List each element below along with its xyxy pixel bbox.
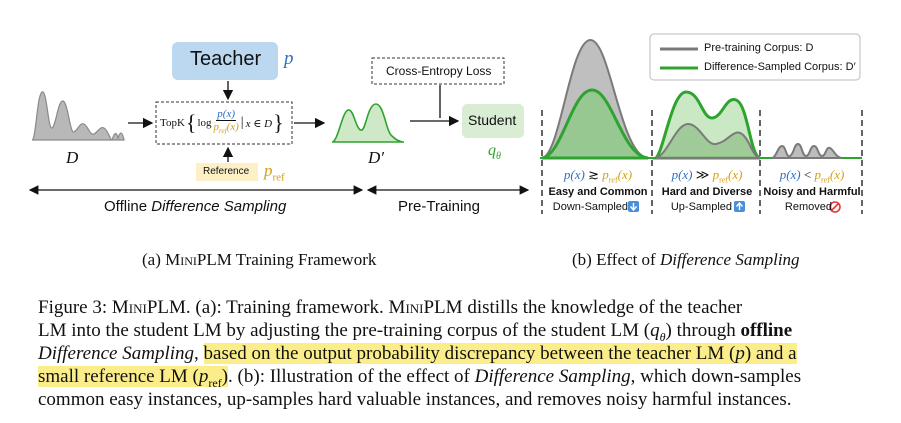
region-title-hard: Hard and Diverse bbox=[661, 186, 753, 198]
cross-entropy-label: Cross-Entropy Loss bbox=[386, 64, 492, 78]
sampled-corpus-label: D′ bbox=[368, 148, 384, 167]
teacher-label: Teacher bbox=[190, 48, 262, 70]
formula-log: log bbox=[197, 117, 212, 129]
region-title-noisy: Noisy and Harmful bbox=[763, 186, 861, 198]
topk-formula: TopK { log p(x) pref(x) | x ∈ D } bbox=[160, 108, 284, 136]
relation-hard: p(x) ≫ pref(x) bbox=[671, 167, 743, 185]
relation-noisy: p(x) < pref(x) bbox=[779, 167, 845, 185]
formula-topk: TopK bbox=[160, 117, 185, 129]
reference-label: Reference bbox=[203, 166, 250, 177]
formula-box bbox=[155, 101, 293, 145]
student-symbol: qθ bbox=[488, 142, 501, 163]
formula-numerator: p(x) bbox=[216, 108, 237, 122]
legend-box bbox=[649, 33, 861, 81]
pretraining-curve-hard bbox=[655, 122, 761, 159]
teacher-box bbox=[172, 42, 278, 80]
region-action-easy: Down-Sampled bbox=[552, 201, 628, 213]
caption-line-4: small reference LM (pref). (b): Illustra… bbox=[38, 366, 802, 390]
region-title-easy: Easy and Common bbox=[548, 186, 648, 198]
caption-line-1: Figure 3: MiniPLM. (a): Training framewo… bbox=[38, 297, 743, 318]
relation-easy: p(x) ≳ pref(x) bbox=[563, 167, 633, 185]
cross-entropy-box bbox=[371, 57, 505, 85]
caption-line-3: Difference Sampling, based on the output… bbox=[38, 343, 797, 364]
legend-difference: Difference-Sampled Corpus: D′ bbox=[704, 61, 856, 73]
region-action-noisy: Removed bbox=[784, 201, 832, 213]
sampled-corpus-distribution bbox=[331, 103, 405, 143]
caption-line-5: common easy instances, up-samples hard v… bbox=[38, 389, 792, 410]
pretraining-label: Pre-Training bbox=[398, 198, 480, 215]
subcaption-a: (a) MiniPLM Training Framework bbox=[142, 250, 377, 269]
offline-sampling-label: Offline Difference Sampling bbox=[104, 198, 287, 215]
down-arrow-icon bbox=[628, 201, 639, 212]
region-action-hard: Up-Sampled bbox=[670, 201, 732, 213]
subcaption-b: (b) Effect of Difference Sampling bbox=[572, 250, 800, 269]
prohibited-icon bbox=[829, 201, 841, 213]
student-label: Student bbox=[468, 112, 517, 128]
formula-condition: x ∈ D bbox=[245, 117, 273, 130]
difference-curve-easy bbox=[541, 88, 649, 160]
teacher-symbol: p bbox=[284, 48, 294, 69]
formula-denominator: pref(x) bbox=[213, 121, 239, 136]
reference-box bbox=[196, 163, 258, 181]
legend-pretraining: Pre-training Corpus: D bbox=[704, 42, 814, 54]
pretraining-curve-noisy bbox=[771, 142, 843, 159]
student-box bbox=[462, 104, 524, 138]
up-arrow-icon bbox=[734, 201, 745, 212]
reference-symbol: pref bbox=[264, 161, 285, 184]
panel-a-diagram bbox=[28, 33, 863, 214]
corpus-label: D bbox=[66, 148, 79, 167]
caption-line-2: LM into the student LM by adjusting the … bbox=[38, 320, 793, 344]
corpus-d-distribution bbox=[31, 91, 125, 141]
